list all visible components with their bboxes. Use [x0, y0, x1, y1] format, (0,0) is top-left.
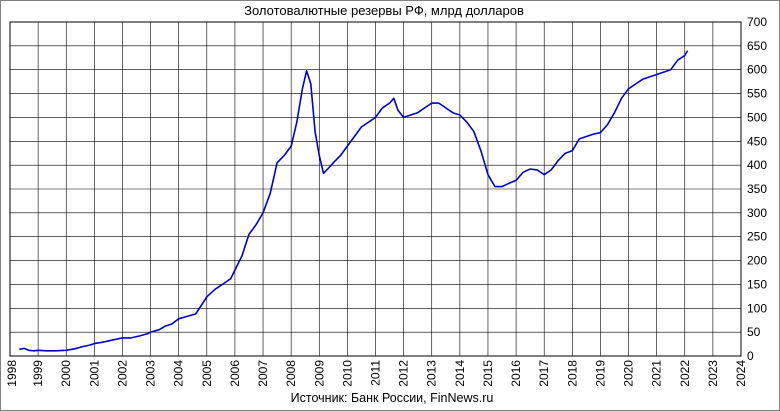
x-tick-2013: 2013 [425, 360, 439, 387]
x-tick-2011: 2011 [369, 360, 383, 386]
y-tick-250: 250 [747, 230, 767, 244]
x-tick-2003: 2003 [144, 360, 158, 387]
x-tick-2002: 2002 [115, 360, 129, 387]
x-tick-2005: 2005 [200, 360, 214, 387]
series-group [19, 50, 689, 352]
source-note: Источник: Банк России, FinNews.ru [291, 391, 494, 405]
x-tick-2006: 2006 [228, 360, 242, 387]
y-tick-450: 450 [747, 134, 767, 148]
series-line-0 [19, 50, 689, 352]
x-tick-2004: 2004 [172, 360, 186, 387]
y-tick-100: 100 [747, 301, 767, 315]
x-tick-2024: 2024 [734, 360, 748, 387]
x-tick-2020: 2020 [622, 360, 636, 387]
y-tick-150: 150 [747, 277, 767, 291]
x-tick-2010: 2010 [340, 360, 354, 387]
grid [10, 22, 741, 356]
y-tick-200: 200 [747, 254, 767, 268]
x-tick-labels: 1998 1999 2000 2001 2002 2003 2004 2005 2006 2007… [5, 360, 748, 387]
x-tick-2012: 2012 [397, 360, 411, 387]
x-tick-2009: 2009 [312, 360, 326, 387]
x-tick-2021: 2021 [650, 360, 664, 387]
x-tick-2022: 2022 [678, 360, 692, 387]
x-tick-2008: 2008 [284, 360, 298, 387]
x-tick-2007: 2007 [256, 360, 270, 387]
y-tick-50: 50 [747, 325, 761, 339]
x-tick-2016: 2016 [509, 360, 523, 387]
y-tick-0: 0 [747, 349, 754, 363]
x-tick-2001: 2001 [87, 360, 101, 387]
y-tick-labels: 0 50 100 150 200 250 300 350 400 450 500 550 600 650 7… [747, 15, 767, 363]
x-tick-2023: 2023 [706, 360, 720, 387]
x-tick-2014: 2014 [453, 360, 467, 387]
y-tick-650: 650 [747, 39, 767, 53]
x-tick-1999: 1999 [31, 360, 45, 387]
y-tick-600: 600 [747, 63, 767, 77]
chart-title: Золотовалютные резервы РФ, млрд долларов [244, 3, 524, 18]
x-tick-2015: 2015 [481, 360, 495, 387]
x-tick-2017: 2017 [537, 360, 551, 387]
x-tick-2018: 2018 [565, 360, 579, 387]
y-tick-550: 550 [747, 87, 767, 101]
y-tick-700: 700 [747, 15, 767, 29]
y-tick-300: 300 [747, 206, 767, 220]
x-tick-2000: 2000 [59, 360, 73, 387]
x-tick-2019: 2019 [593, 360, 607, 387]
y-tick-350: 350 [747, 182, 767, 196]
y-tick-500: 500 [747, 110, 767, 124]
y-tick-400: 400 [747, 158, 767, 172]
x-tick-1998: 1998 [5, 360, 19, 387]
